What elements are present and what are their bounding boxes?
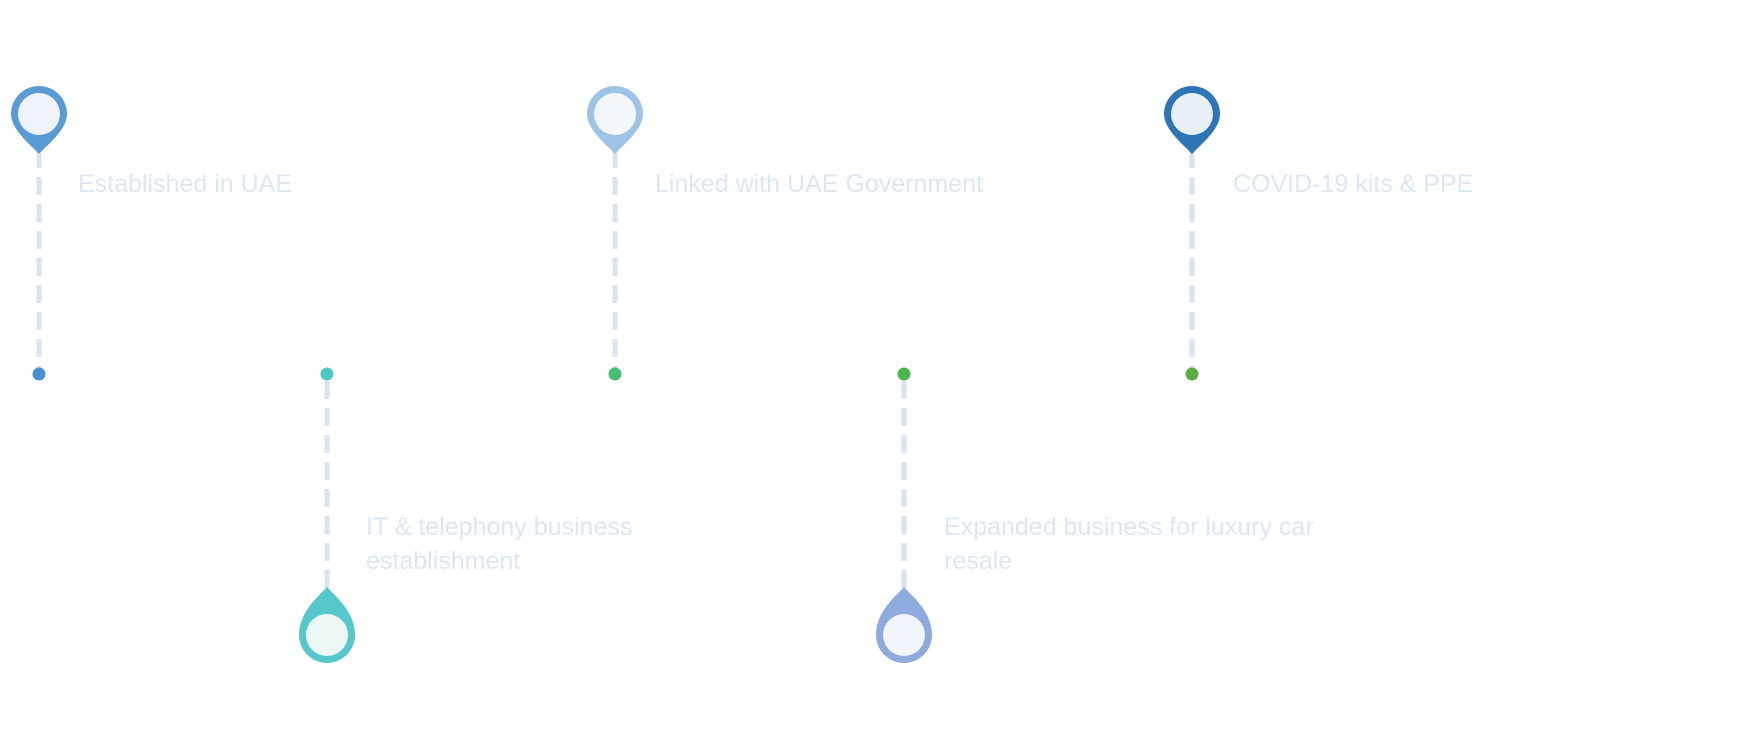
milestone-1-label: Established in UAE [78, 170, 293, 198]
milestone-1 [11, 86, 67, 381]
milestone-3-label: Linked with UAE Government [655, 170, 983, 198]
milestone-5-pin-center [1171, 93, 1213, 135]
milestone-4-pin-center [883, 614, 925, 656]
milestone-1-dot [32, 367, 46, 381]
milestone-1-pin-center [18, 93, 60, 135]
milestone-3 [587, 86, 643, 381]
milestone-4 [876, 367, 932, 663]
milestone-2 [299, 367, 355, 663]
milestone-3-pin-center [594, 93, 636, 135]
milestone-3-dot [608, 367, 622, 381]
milestone-5 [1164, 86, 1220, 381]
milestone-5-dot [1185, 367, 1199, 381]
milestone-2-dot [320, 367, 334, 381]
milestone-4-dot [897, 367, 911, 381]
milestone-2-label: IT & telephony business establishment [366, 513, 633, 575]
milestone-2-pin-center [306, 614, 348, 656]
milestone-4-label: Expanded business for luxury car resale [944, 513, 1314, 575]
milestone-5-label: COVID-19 kits & PPE [1233, 170, 1474, 198]
